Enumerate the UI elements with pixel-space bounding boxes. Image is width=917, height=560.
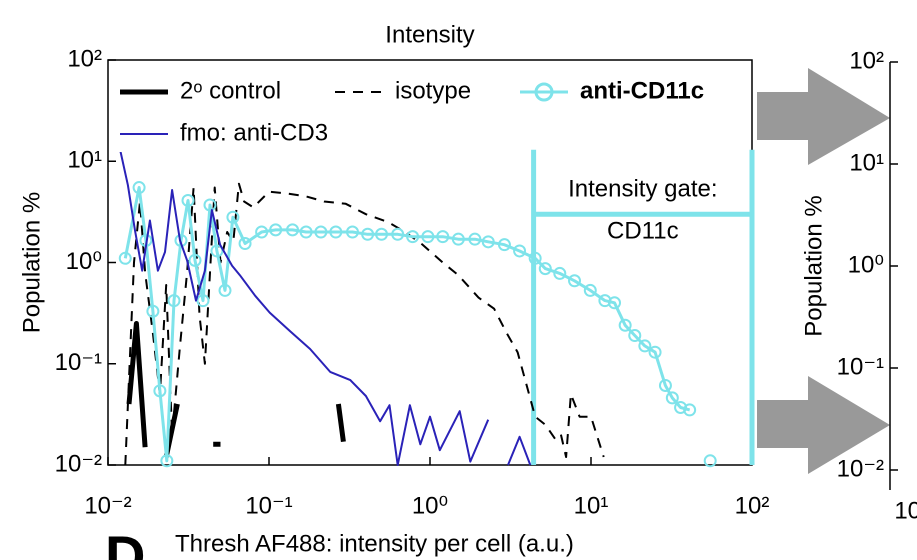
- marker: [218, 283, 232, 297]
- marker: [406, 230, 420, 244]
- y-tick-label: 10⁰: [848, 251, 884, 278]
- marker: [658, 378, 672, 392]
- y-tick-label: 10¹: [849, 149, 884, 176]
- marker: [583, 283, 597, 297]
- marker: [436, 230, 450, 244]
- marker: [269, 223, 283, 237]
- marker: [538, 262, 552, 276]
- marker: [255, 225, 269, 239]
- legend-label: isotype: [395, 77, 471, 104]
- series-line: [124, 182, 605, 466]
- x-tick-label: 10⁰: [412, 492, 448, 519]
- marker: [226, 210, 240, 224]
- marker: [314, 225, 328, 239]
- legend-bg: [331, 74, 531, 110]
- marker: [421, 230, 435, 244]
- marker: [665, 391, 679, 405]
- legend-label: fmo: anti-CD3: [180, 119, 328, 146]
- y-tick-label: 10¹: [67, 147, 102, 174]
- y-tick-label: 10²: [67, 45, 102, 72]
- marker: [568, 274, 582, 288]
- marker: [203, 198, 217, 212]
- arrow: [757, 68, 890, 165]
- marker: [196, 294, 210, 308]
- y-tick-label: 10⁰: [66, 248, 102, 275]
- marker: [375, 227, 389, 241]
- gate-label: CD11c: [607, 217, 679, 244]
- y-tick-label: 10⁻¹: [837, 353, 884, 380]
- marker: [210, 244, 224, 258]
- x-axis-label: Thresh AF488: intensity per cell (a.u.): [175, 530, 574, 557]
- marker: [188, 253, 202, 267]
- marker: [132, 181, 146, 195]
- marker: [451, 232, 465, 246]
- y-tick-label: 10⁻²: [837, 455, 884, 482]
- x-tick-label: 10²: [735, 492, 770, 519]
- x-tick-label: 10⁻²: [84, 492, 131, 519]
- y-axis-label: Population %: [800, 195, 827, 336]
- x-tick-label: 10⁻¹: [245, 492, 292, 519]
- y-tick-label: 10⁻²: [55, 450, 102, 477]
- marker: [513, 244, 527, 258]
- legend-marker: [534, 82, 554, 102]
- panel-label: D: [105, 524, 145, 560]
- x-tick-label: 10⁻²: [894, 497, 917, 524]
- marker: [674, 400, 688, 414]
- marker: [528, 251, 542, 265]
- chart-title: Intensity: [385, 21, 474, 48]
- marker: [345, 225, 359, 239]
- marker: [391, 227, 405, 241]
- marker: [497, 238, 511, 252]
- marker: [703, 454, 717, 468]
- marker: [628, 329, 642, 343]
- marker: [299, 225, 313, 239]
- marker: [481, 235, 495, 249]
- marker: [361, 227, 375, 241]
- marker: [238, 237, 252, 251]
- marker: [167, 294, 181, 308]
- marker: [329, 225, 343, 239]
- y-tick-label: 10²: [849, 47, 884, 74]
- y-axis-label: Population %: [18, 192, 45, 333]
- marker: [146, 304, 160, 318]
- marker: [608, 296, 622, 310]
- marker: [618, 318, 632, 332]
- y-tick-label: 10⁻¹: [55, 349, 102, 376]
- marker: [181, 193, 195, 207]
- x-tick-label: 10¹: [574, 492, 609, 519]
- gate-label: Intensity gate:: [568, 175, 717, 202]
- marker: [118, 251, 132, 265]
- marker: [468, 232, 482, 246]
- legend-label: 2ᵒ control: [180, 77, 281, 104]
- marker: [683, 403, 697, 417]
- marker: [648, 345, 662, 359]
- legend-label: anti-CD11c: [580, 77, 704, 104]
- marker: [153, 384, 167, 398]
- marker: [160, 454, 174, 468]
- marker: [553, 266, 567, 280]
- marker: [638, 339, 652, 353]
- series-line: [119, 149, 532, 466]
- marker: [286, 223, 300, 237]
- arrow: [757, 376, 890, 474]
